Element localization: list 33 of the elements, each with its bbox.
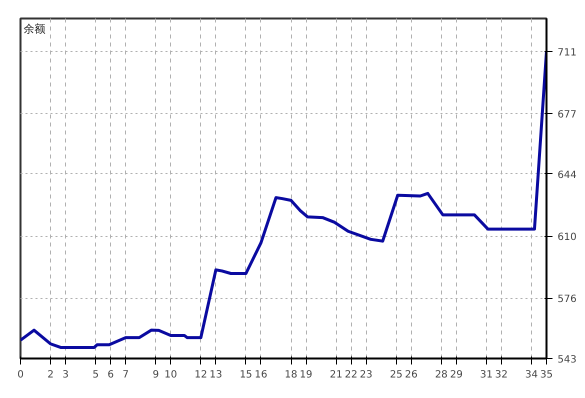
y-tick-label: 543 (558, 354, 577, 366)
x-tick-label: 22 (344, 370, 358, 380)
x-tick-label: 32 (495, 370, 508, 380)
y-tick-label: 610 (558, 232, 577, 244)
y-tick-label: 677 (558, 110, 577, 121)
x-tick-label: 25 (390, 370, 403, 380)
x-tick-label: 12 (194, 370, 208, 380)
x-tick-label: 6 (107, 370, 114, 380)
y-axis-title: 余额 (24, 22, 46, 36)
x-tick-label: 29 (450, 370, 463, 380)
x-tick-label: 5 (92, 370, 99, 380)
x-tick-label: 31 (480, 370, 493, 380)
line-series (20, 50, 546, 350)
x-tick-label: 26 (404, 370, 418, 380)
x-tick-label: 21 (330, 370, 342, 380)
x-tick-label: 18 (284, 370, 298, 380)
x-tick-label: 23 (360, 370, 373, 380)
x-tick-label: 35 (540, 370, 553, 380)
x-tick-label: 2 (47, 370, 54, 380)
y-tick-label: 711 (558, 47, 577, 58)
x-tick-label: 0 (17, 370, 24, 380)
x-tick-label: 3 (62, 370, 69, 380)
x-tick-label: 16 (254, 370, 268, 380)
y-tick-label: 644 (558, 170, 577, 181)
x-tick-label: 13 (210, 370, 222, 380)
x-tick-label: 15 (240, 370, 252, 380)
x-tick-label: 7 (122, 370, 129, 380)
x-tick-label: 34 (525, 370, 538, 380)
x-tick-label: 9 (152, 370, 159, 380)
x-tick-label: 10 (164, 370, 178, 380)
x-tick-label: 19 (300, 370, 312, 380)
y-tick-label: 576 (558, 294, 577, 306)
x-tick-label: 28 (434, 370, 448, 380)
